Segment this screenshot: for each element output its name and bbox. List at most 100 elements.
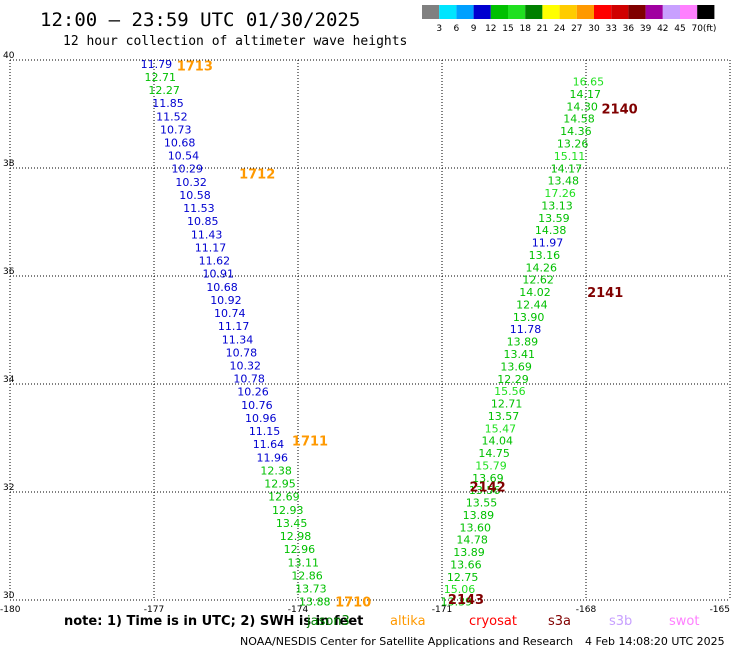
- swh-value: 14.78: [456, 534, 488, 547]
- swh-value: 11.52: [156, 110, 188, 123]
- colorbar-label: 70: [691, 24, 703, 34]
- swh-value: 12.86: [291, 569, 323, 582]
- colorbar-label: 3: [436, 24, 442, 34]
- swh-value: 12.44: [516, 298, 548, 311]
- swh-value: 11.53: [183, 202, 215, 215]
- colorbar-swatch: [611, 5, 629, 19]
- swh-value: 13.48: [548, 175, 580, 188]
- y-tick-label: 38: [3, 159, 15, 169]
- mission-legend-item: s3b: [609, 614, 632, 629]
- swh-value: 10.73: [160, 123, 192, 136]
- swh-value: 12.93: [272, 504, 304, 517]
- y-tick-label: 34: [3, 375, 15, 385]
- colorbar-label: 30: [588, 24, 600, 34]
- colorbar-label: 33: [605, 24, 616, 34]
- colorbar-swatch: [542, 5, 560, 19]
- swh-value: 16.65: [573, 76, 605, 89]
- swh-value: 10.29: [172, 163, 204, 176]
- swh-value: 14.04: [482, 435, 514, 448]
- swh-value: 14.58: [563, 113, 595, 126]
- colorbar-label: 45: [674, 24, 685, 34]
- swh-value: 11.96: [257, 451, 289, 464]
- colorbar-label: 27: [571, 24, 582, 34]
- pass-number-label: 1712: [239, 167, 275, 182]
- swh-value: 11.17: [195, 241, 227, 254]
- colorbar-swatch: [456, 5, 474, 19]
- swh-value: 15.11: [554, 150, 586, 163]
- swh-value: 12.98: [280, 530, 312, 543]
- colorbar-legend: 3 6 9 12 15 18 21 24 27 30 33 36 39 42 45 70 (ft): [422, 5, 716, 34]
- swh-value: 10.96: [245, 412, 277, 425]
- swh-value: 12.29: [497, 373, 529, 386]
- colorbar-swatch: [680, 5, 698, 19]
- swh-value: 13.89: [463, 509, 495, 522]
- swh-value: 10.92: [210, 294, 242, 307]
- data-points: 11.7912.7112.2711.8511.5210.7310.6810.54…: [141, 58, 605, 609]
- mission-legend: jason3 altika cryosat s3a s3b swot: [306, 614, 699, 629]
- swh-value: 15.56: [494, 385, 526, 398]
- swh-value: 13.39: [441, 596, 473, 609]
- colorbar-label: 15: [502, 24, 513, 34]
- swh-value: 13.11: [287, 556, 319, 569]
- pass-labels: 1713 1712 1711 1710 2140 2141 2142 2143: [177, 59, 638, 610]
- swh-value: 11.78: [510, 323, 542, 336]
- colorbar-swatch: [439, 5, 457, 19]
- swh-value: 10.26: [237, 386, 269, 399]
- swh-value: 11.79: [141, 58, 173, 71]
- swh-value: 10.58: [179, 189, 211, 202]
- colorbar-label: 42: [657, 24, 668, 34]
- swh-value: 13.57: [488, 410, 520, 423]
- pass-number-label: 1713: [177, 59, 213, 74]
- swh-value: 12.69: [268, 491, 300, 504]
- swh-value: 10.91: [202, 268, 234, 281]
- colorbar-label: 39: [640, 24, 652, 34]
- swh-value: 12.71: [491, 398, 523, 411]
- swh-value: 15.47: [485, 422, 517, 435]
- colorbar-label: 21: [537, 24, 548, 34]
- colorbar-swatch: [662, 5, 680, 19]
- swh-value: 12.75: [447, 571, 479, 584]
- swh-value: 10.68: [206, 281, 238, 294]
- colorbar-swatch: [628, 5, 646, 19]
- colorbar-swatch: [576, 5, 594, 19]
- swh-value: 14.17: [551, 162, 583, 175]
- x-tick-label: -180: [0, 605, 21, 615]
- x-tick-label: -177: [144, 605, 164, 615]
- swh-value: 13.55: [466, 497, 498, 510]
- swh-value: 13.16: [529, 249, 561, 262]
- swh-value: 13.89: [453, 546, 485, 559]
- swh-value: 11.97: [532, 237, 564, 250]
- y-tick-label: 40: [3, 51, 15, 61]
- swh-value: 13.69: [472, 472, 504, 485]
- swh-value: 14.17: [570, 88, 602, 101]
- swh-value: 11.17: [218, 320, 250, 333]
- swh-value: 11.15: [249, 425, 281, 438]
- swh-value: 14.02: [519, 286, 551, 299]
- swh-value: 13.41: [504, 348, 536, 361]
- swh-value: 15.06: [444, 583, 476, 596]
- footer-timestamp: 4 Feb 14:08:20 UTC 2025: [585, 635, 725, 648]
- swh-value: 14.30: [566, 100, 598, 113]
- swh-value: 11.62: [199, 255, 231, 268]
- swh-value: 14.75: [478, 447, 510, 460]
- colorbar-swatch: [422, 5, 440, 19]
- swh-value: 11.34: [222, 333, 254, 346]
- colorbar-label: 12: [485, 24, 496, 34]
- swh-value: 12.71: [145, 71, 177, 84]
- swh-value: 13.45: [276, 517, 308, 530]
- swh-value: 13.26: [557, 138, 589, 151]
- swh-value: 13.69: [500, 360, 532, 373]
- swh-value: 11.85: [152, 97, 184, 110]
- x-tick-label: -171: [432, 605, 452, 615]
- pass-number-label: 2140: [602, 103, 638, 118]
- colorbar-swatch: [645, 5, 663, 19]
- swh-value: 10.85: [187, 215, 219, 228]
- swh-value: 10.32: [175, 176, 207, 189]
- swh-value: 12.38: [260, 464, 292, 477]
- colorbar-label: 18: [519, 24, 531, 34]
- pass-number-label: 2141: [587, 286, 623, 301]
- swh-value: 14.26: [526, 261, 558, 274]
- colorbar-label: 9: [471, 24, 477, 34]
- swh-value: 10.54: [168, 150, 200, 163]
- colorbar-swatch: [490, 5, 508, 19]
